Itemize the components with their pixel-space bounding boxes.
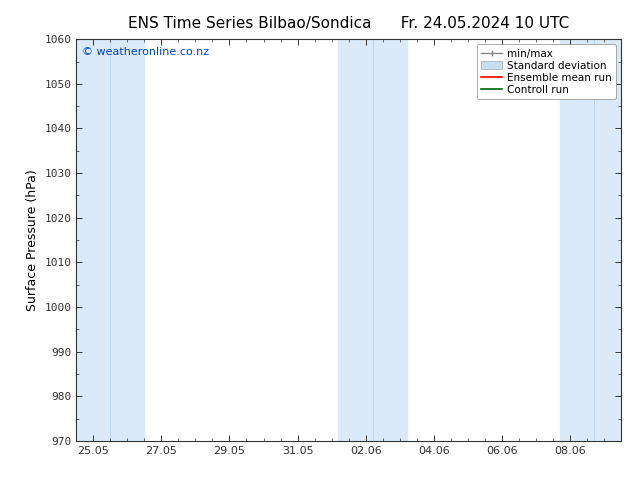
Y-axis label: Surface Pressure (hPa): Surface Pressure (hPa) [25, 169, 39, 311]
Bar [76, 39, 144, 441]
Text: © weatheronline.co.nz: © weatheronline.co.nz [82, 47, 209, 57]
Bar [339, 39, 406, 441]
Bar [560, 39, 621, 441]
Legend: min/max, Standard deviation, Ensemble mean run, Controll run: min/max, Standard deviation, Ensemble me… [477, 45, 616, 99]
Title: ENS Time Series Bilbao/Sondica      Fr. 24.05.2024 10 UTC: ENS Time Series Bilbao/Sondica Fr. 24.05… [128, 16, 569, 31]
